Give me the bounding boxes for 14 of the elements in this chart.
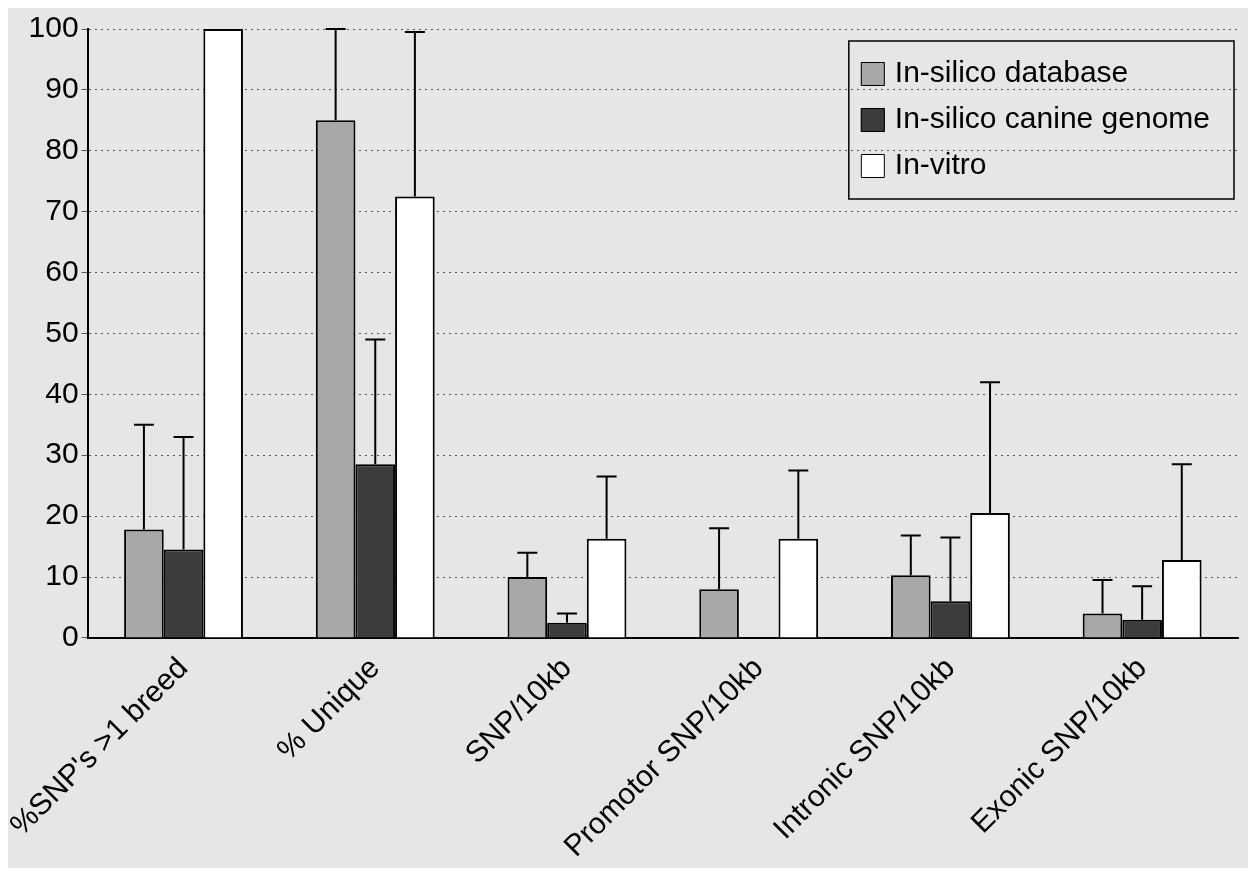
y-tick-label: 80 [45,132,79,166]
y-tick-label: 70 [45,192,79,226]
y-tick-label: 90 [45,71,79,105]
y-tick-label: 100 [28,10,79,44]
y-tick-label: 20 [45,497,79,531]
y-tick-label: 60 [45,253,79,287]
legend-label: In-silico database [894,55,1129,89]
y-tick-label: 40 [45,375,79,409]
legend-label: In-vitro [894,147,987,181]
y-tick-label: 30 [45,436,79,470]
y-tick-label: 0 [61,619,79,653]
legend-label: In-silico canine genome [894,101,1211,135]
y-tick-label: 10 [45,558,79,592]
y-tick-label: 50 [45,314,79,348]
